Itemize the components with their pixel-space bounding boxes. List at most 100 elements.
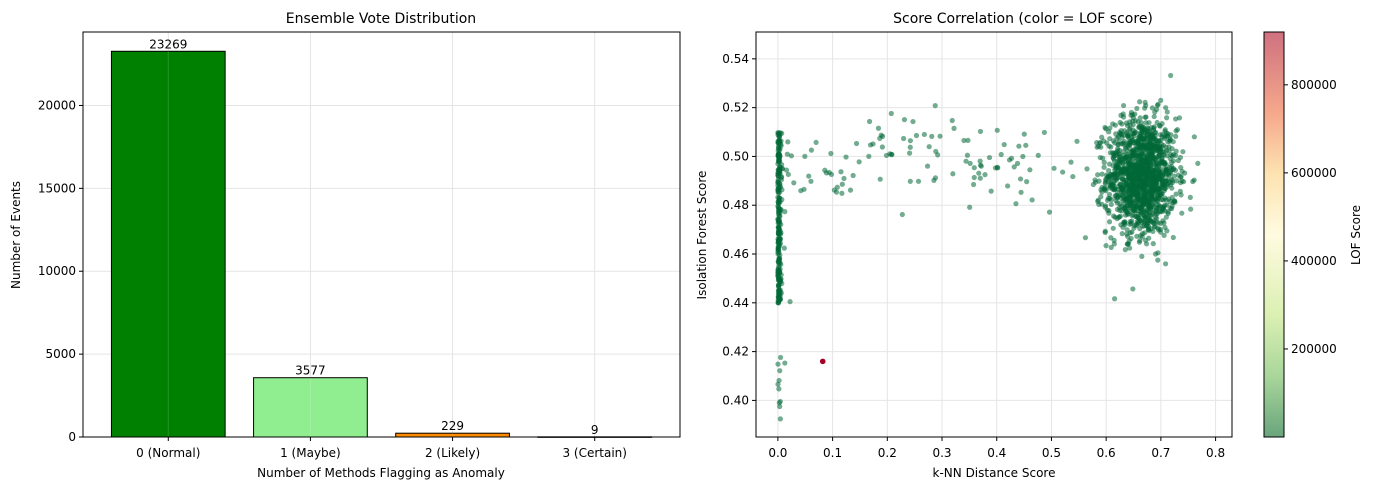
scatter-point [839, 181, 845, 187]
scatter-point [1179, 210, 1185, 216]
scatter-point [1107, 150, 1113, 156]
scatter-point [1163, 197, 1169, 203]
bar-0 [110, 50, 226, 438]
scatter-point [1141, 152, 1147, 158]
scatter-point [1140, 196, 1146, 203]
scatter-point [1122, 220, 1128, 226]
scatter-point [1135, 153, 1141, 159]
scatter-point [1124, 133, 1131, 139]
scatter-point [1172, 199, 1178, 205]
scatter-point [915, 178, 922, 184]
scatter-point [1098, 144, 1104, 150]
scatter-point [977, 175, 983, 181]
scatter-point [1182, 170, 1188, 176]
scatter-point [850, 172, 856, 179]
scatter-point [785, 139, 791, 145]
colorbar-ticks: 200000 400000 600000 800000 [1284, 78, 1337, 356]
scatter-point [866, 118, 873, 125]
scatter-point [913, 132, 920, 139]
scatter-point [1102, 229, 1108, 236]
scatter-point [777, 181, 783, 187]
scatter-point [1060, 169, 1066, 175]
scatter-point [1070, 173, 1076, 180]
scatter-point [1163, 179, 1169, 185]
scatter-point [900, 135, 907, 142]
scatter-point [951, 125, 957, 131]
scatter-point [877, 135, 883, 141]
scatter-point [1173, 191, 1179, 197]
scatter-point [889, 152, 895, 158]
scatter-point [1155, 204, 1162, 211]
scatter-point [1163, 115, 1170, 121]
scatter-point [1143, 120, 1149, 126]
scatter-point [1162, 127, 1168, 133]
scatter-point [776, 248, 782, 254]
scatter-point [775, 361, 781, 367]
bar-x-tick-label: 2 (Likely) [425, 446, 480, 460]
scatter-point [1127, 142, 1133, 148]
colorbar-tick-label: 600000 [1291, 166, 1337, 180]
scatter-point [1152, 156, 1158, 162]
scatter-point [1195, 160, 1201, 166]
scatter-point [1151, 169, 1157, 176]
scatter-point [1112, 193, 1118, 199]
scatter-point [1001, 141, 1007, 148]
scatter-point [1119, 134, 1125, 141]
scatter-point [994, 164, 1000, 170]
bar-value-label: 9 [591, 423, 599, 437]
scatter-point [1110, 121, 1116, 127]
scatter-point [1016, 143, 1022, 149]
scatter-point [1120, 102, 1127, 109]
scatter-point [1169, 177, 1175, 184]
scatter-point [1023, 142, 1029, 148]
scatter-point [1097, 140, 1104, 146]
scatter-point [1124, 227, 1130, 233]
scatter-x-tick-label: 0.5 [1042, 446, 1061, 460]
scatter-point [1013, 201, 1019, 207]
scatter-point [1117, 119, 1123, 126]
scatter-point [1142, 99, 1148, 105]
scatter-point [1142, 164, 1148, 171]
scatter-point [1112, 140, 1118, 146]
scatter-point [1173, 116, 1179, 122]
scatter-point [1018, 189, 1024, 195]
scatter-point [1125, 158, 1131, 164]
scatter-point [1101, 164, 1107, 170]
scatter-point [883, 152, 890, 159]
scatter-point [1130, 127, 1136, 133]
scatter-point [777, 210, 783, 216]
scatter-point [1157, 209, 1164, 215]
scatter-point [1133, 146, 1140, 152]
scatter-point [1146, 181, 1152, 187]
scatter-point [801, 186, 807, 192]
scatter-point [777, 269, 783, 275]
scatter-point [867, 142, 874, 148]
scatter-point [931, 177, 937, 183]
scatter-point [808, 147, 815, 153]
scatter-point [1096, 201, 1102, 207]
bar-y-tick-label: 10000 [38, 264, 76, 278]
scatter-point [1178, 192, 1184, 198]
scatter-point [929, 133, 935, 139]
bar-chart-ylabel: Number of Events [9, 181, 23, 289]
scatter-point [1118, 222, 1124, 228]
scatter-point [1156, 164, 1162, 170]
scatter-point [1127, 245, 1133, 251]
scatter-point [1155, 193, 1161, 199]
scatter-point [907, 138, 913, 144]
scatter-point [828, 171, 835, 178]
scatter-point [1041, 129, 1048, 136]
scatter-point [1074, 138, 1080, 144]
scatter-chart-axes-frame [755, 31, 1233, 438]
scatter-point [776, 133, 783, 139]
scatter-point [781, 245, 787, 251]
scatter-point [1090, 181, 1096, 188]
scatter-chart-xlabel: k-NN Distance Score [933, 466, 1056, 480]
scatter-point [1103, 188, 1109, 194]
scatter-point [1170, 165, 1177, 172]
scatter-point [994, 127, 1000, 133]
scatter-point [847, 187, 854, 193]
scatter-point [853, 140, 860, 147]
scatter-point [776, 195, 782, 201]
scatter-point [1167, 138, 1173, 144]
